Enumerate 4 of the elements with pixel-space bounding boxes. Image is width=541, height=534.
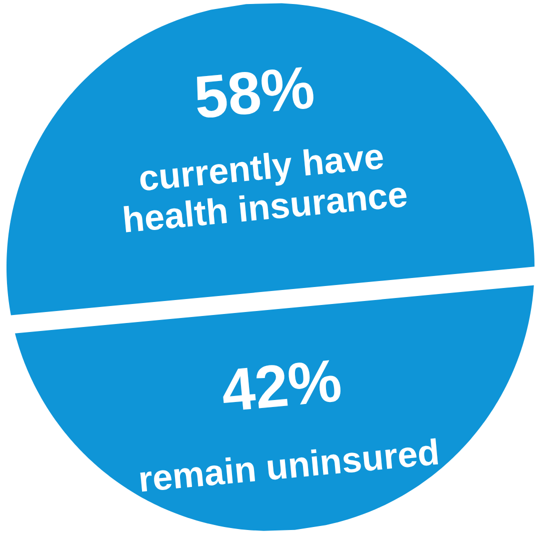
- category-label: currently have health insurance: [120, 135, 410, 241]
- category-label: remain uninsured: [136, 431, 442, 500]
- data-label: 42%: [218, 346, 344, 424]
- data-label: 58%: [191, 54, 318, 132]
